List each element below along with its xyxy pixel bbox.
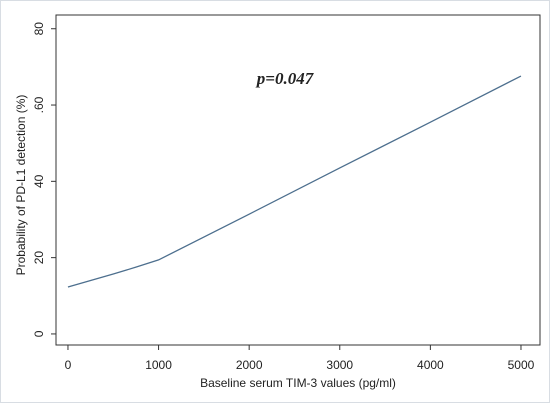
y-tick-label: 20	[32, 251, 46, 265]
y-tick-label: 40	[32, 174, 46, 188]
y-tick-label: .60	[32, 96, 46, 113]
line-series	[67, 75, 522, 288]
x-tick-label: 3000	[326, 358, 353, 372]
y-tick-label: 80	[32, 22, 46, 36]
x-tick-label: 1000	[145, 358, 172, 372]
annotation: p=0.047	[255, 69, 315, 88]
y-tick-label: 0	[32, 330, 46, 337]
y-axis-label: Probability of PD-L1 detection (%)	[14, 95, 28, 276]
x-tick-label: 2000	[236, 358, 263, 372]
x-axis-label: Baseline serum TIM-3 values (pg/ml)	[200, 376, 396, 390]
x-tick-label: 0	[65, 358, 72, 372]
plot-frame	[55, 14, 541, 346]
x-tick-label: 5000	[508, 358, 535, 372]
x-tick-label: 4000	[417, 358, 444, 372]
